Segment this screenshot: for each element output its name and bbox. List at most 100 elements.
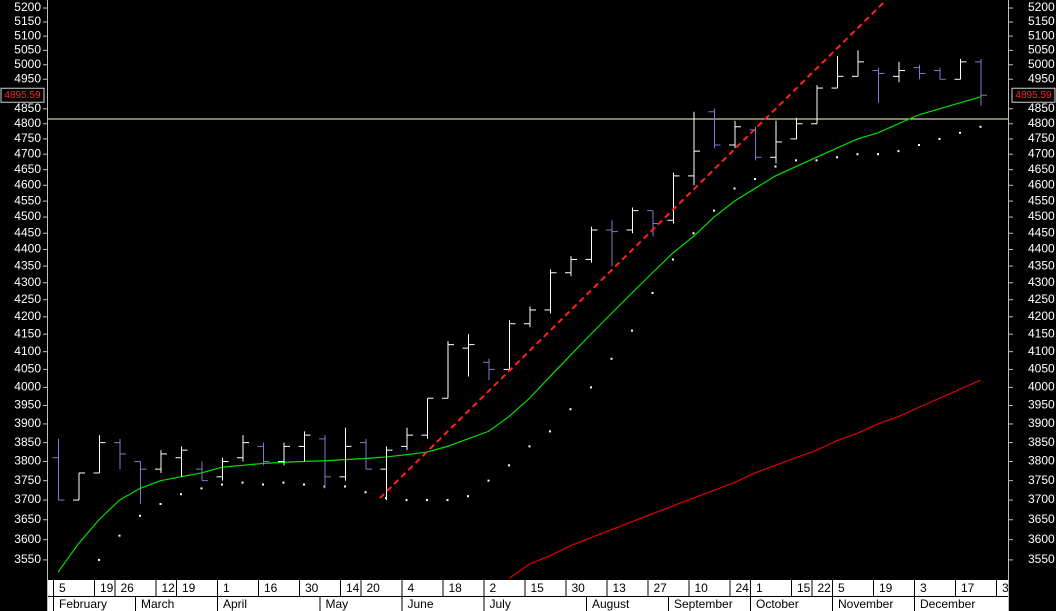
x-tick-label: 19 — [879, 581, 893, 595]
indicator-dot — [918, 144, 920, 147]
month-label: October — [756, 597, 799, 611]
indicator-dot — [651, 291, 654, 294]
x-tick-label: 24 — [736, 581, 750, 595]
y-tick-label-right: 4250 — [1028, 292, 1055, 306]
month-label: May — [326, 597, 349, 611]
indicator-dot — [467, 495, 469, 498]
y-tick-label-right: 3800 — [1028, 454, 1055, 468]
x-tick-label: 4 — [408, 581, 415, 595]
trendline — [379, 0, 887, 499]
y-tick-label-right: 3750 — [1028, 473, 1055, 487]
indicator-dot — [241, 481, 244, 484]
x-tick-label: 18 — [449, 581, 463, 595]
indicator-dot — [631, 329, 633, 332]
y-tick-label-right: 3850 — [1028, 435, 1055, 449]
month-label: December — [920, 597, 975, 611]
y-tick-label-left: 4550 — [14, 193, 41, 207]
indicator-dot — [897, 150, 900, 153]
indicator-dot — [528, 445, 531, 448]
y-tick-label-right: 5200 — [1028, 0, 1055, 14]
indicator-dot — [959, 131, 961, 134]
indicator-dot — [774, 165, 777, 168]
indicator-dot — [221, 483, 223, 486]
indicator-dot — [549, 430, 551, 433]
indicator-dot — [569, 408, 572, 411]
month-label: September — [674, 597, 733, 611]
moving-average — [508, 379, 981, 579]
month-label: July — [490, 597, 511, 611]
indicator-dot — [590, 386, 592, 389]
x-tick-label: 1 — [223, 581, 230, 595]
month-label: August — [592, 597, 630, 611]
y-tick-label-left: 4300 — [14, 275, 41, 289]
y-tick-label-right: 4000 — [1028, 380, 1055, 394]
y-tick-label-right: 4950 — [1028, 71, 1055, 85]
y-tick-label-left: 5200 — [14, 0, 41, 14]
indicator-dot — [979, 125, 982, 128]
x-tick-label: 10 — [695, 581, 709, 595]
month-label: March — [141, 597, 174, 611]
indicator-dot — [344, 485, 346, 488]
y-tick-label-left: 3750 — [14, 473, 41, 487]
moving-average — [57, 96, 981, 573]
indicator-dot — [200, 487, 203, 490]
y-tick-label-right: 4200 — [1028, 309, 1055, 323]
y-tick-label-right: 4150 — [1028, 326, 1055, 340]
x-tick-label: 1 — [756, 581, 763, 595]
x-tick-label: 19 — [100, 581, 114, 595]
y-tick-label-left: 4450 — [14, 225, 41, 239]
x-tick-label: 13 — [613, 581, 627, 595]
x-tick-label: 16 — [264, 581, 278, 595]
y-tick-label-right: 4600 — [1028, 177, 1055, 191]
indicator-dot — [713, 209, 715, 212]
y-tick-label-right: 4550 — [1028, 193, 1055, 207]
y-tick-label-right: 4800 — [1028, 116, 1055, 130]
y-tick-label-right: 3650 — [1028, 512, 1055, 526]
y-tick-label-right: 4350 — [1028, 258, 1055, 272]
x-tick-label: 3 — [920, 581, 927, 595]
indicator-dot — [180, 493, 182, 496]
x-tick-label: 30 — [305, 581, 319, 595]
indicator-dot — [303, 483, 305, 486]
y-tick-label-left: 4200 — [14, 309, 41, 323]
y-tick-label-left: 5000 — [14, 57, 41, 71]
month-label: February — [59, 597, 107, 611]
indicator-dot — [815, 159, 818, 162]
y-tick-label-right: 3600 — [1028, 532, 1055, 546]
indicator-dot — [672, 258, 674, 261]
x-tick-label: 5 — [59, 581, 66, 595]
indicator-dot — [610, 357, 613, 360]
last-price-label: 4895.59 — [4, 90, 41, 101]
x-tick-label: 15 — [531, 581, 545, 595]
y-tick-label-right: 4450 — [1028, 225, 1055, 239]
y-tick-label-right: 3700 — [1028, 492, 1055, 506]
x-tick-label: 19 — [182, 581, 196, 595]
y-tick-label-right: 3900 — [1028, 416, 1055, 430]
indicator-dot — [508, 464, 510, 467]
y-tick-label-left: 4400 — [14, 242, 41, 256]
indicator-dot — [856, 153, 859, 156]
indicator-dot — [754, 178, 756, 181]
x-tick-label: 17 — [961, 581, 975, 595]
y-tick-label-left: 4350 — [14, 258, 41, 272]
x-tick-label: 30 — [572, 581, 586, 595]
x-tick-label: 14 — [346, 581, 360, 595]
y-tick-label-left: 3650 — [14, 512, 41, 526]
x-tick-label: 20 — [367, 581, 381, 595]
y-tick-label-left: 3800 — [14, 454, 41, 468]
x-tick-label: 22 — [818, 581, 832, 595]
y-tick-label-left: 4750 — [14, 131, 41, 145]
y-tick-label-right: 4500 — [1028, 209, 1055, 223]
x-tick-label: 5 — [838, 581, 845, 595]
y-tick-label-left: 4000 — [14, 380, 41, 394]
x-tick-label: 12 — [162, 581, 176, 595]
indicator-dot — [426, 499, 428, 502]
indicator-dot — [877, 153, 879, 156]
y-tick-label-left: 4650 — [14, 162, 41, 176]
indicator-dot — [98, 558, 100, 561]
x-tick-label: 3 — [1002, 581, 1009, 595]
month-label: April — [223, 597, 247, 611]
indicator-dot — [692, 232, 695, 235]
y-tick-label-right: 4300 — [1028, 275, 1055, 289]
